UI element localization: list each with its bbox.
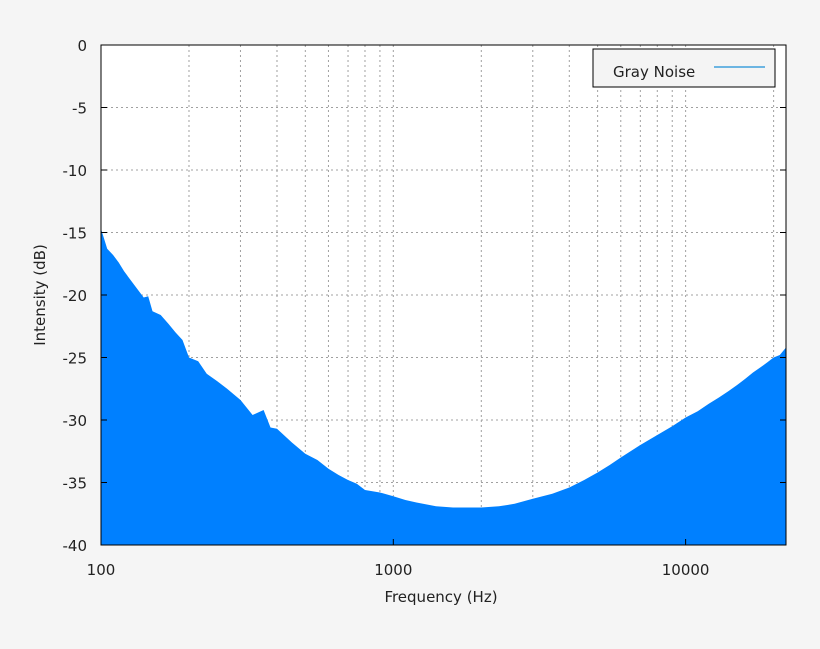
y-tick-label: -30 bbox=[63, 412, 88, 430]
y-tick-label: -15 bbox=[63, 225, 88, 243]
y-axis-ticks: 0 -5 -10 -15 -20 -25 -30 -35 -40 bbox=[63, 37, 786, 555]
y-tick-label: -5 bbox=[72, 100, 87, 118]
y-tick-label: -35 bbox=[63, 475, 88, 493]
x-tick-label: 100 bbox=[87, 561, 116, 579]
y-tick-label: -25 bbox=[63, 350, 88, 368]
y-tick-label: -10 bbox=[63, 162, 88, 180]
legend-label: Gray Noise bbox=[613, 63, 695, 81]
y-tick-label: -40 bbox=[63, 537, 88, 555]
x-tick-label: 10000 bbox=[662, 561, 710, 579]
y-axis-label: Intensity (dB) bbox=[31, 244, 49, 346]
legend: Gray Noise bbox=[592, 48, 776, 88]
series-area-gray-noise bbox=[101, 228, 786, 546]
x-axis-label: Frequency (Hz) bbox=[384, 588, 497, 606]
legend-box bbox=[592, 48, 776, 88]
y-tick-label: 0 bbox=[77, 37, 87, 55]
y-tick-label: -20 bbox=[63, 287, 88, 305]
x-axis-ticks: 100 1000 10000 bbox=[87, 539, 710, 579]
x-tick-label: 1000 bbox=[374, 561, 412, 579]
